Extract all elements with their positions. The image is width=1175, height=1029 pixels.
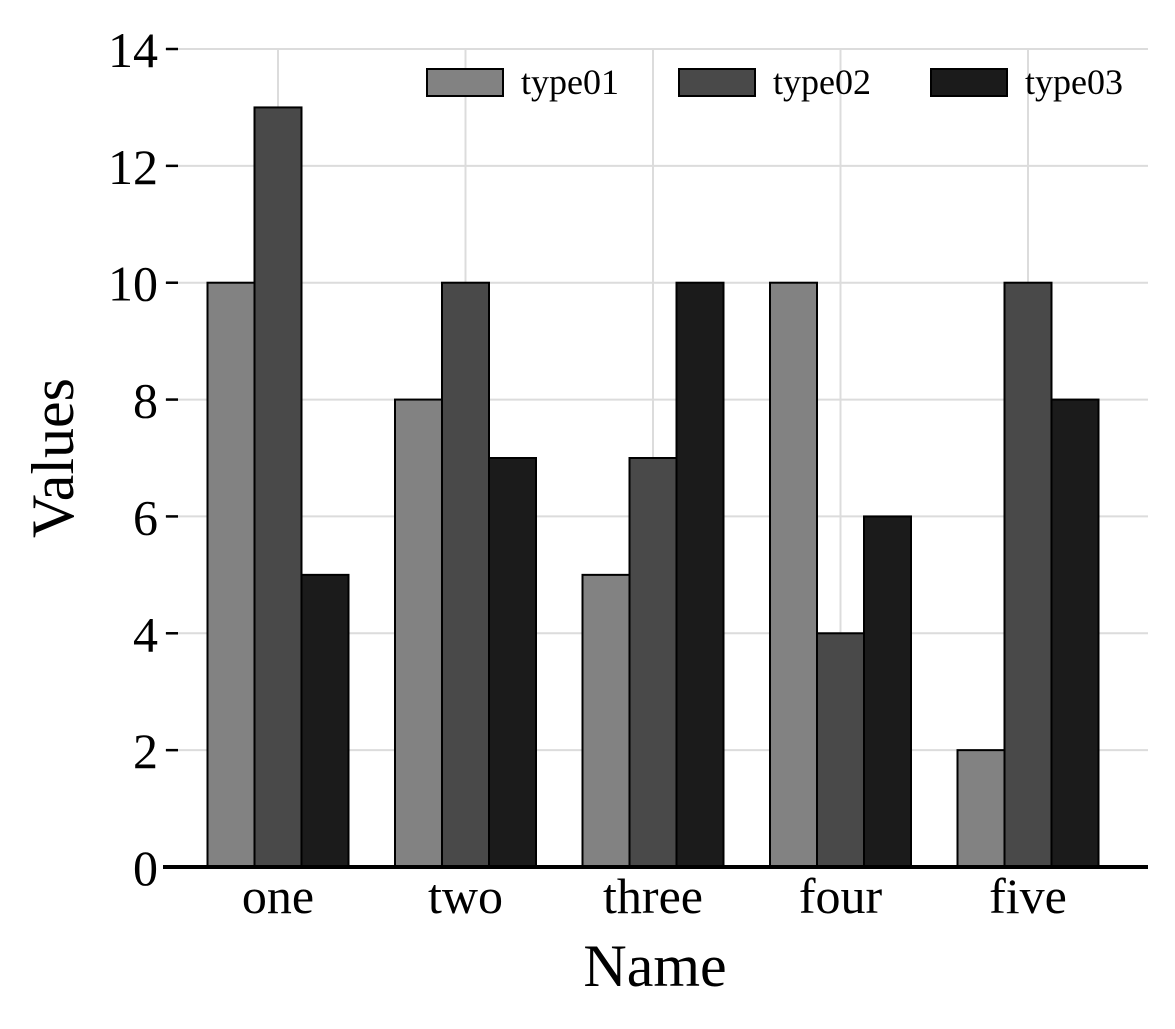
y-tick-label: 12	[108, 139, 158, 195]
legend-label-type03: type03	[1025, 62, 1123, 102]
bar-type02-three	[628, 457, 678, 868]
bar-type03-two	[488, 457, 537, 868]
bars	[206, 106, 1100, 869]
x-tick-label-three: three	[603, 868, 703, 924]
bar-type02-four	[816, 632, 865, 868]
bar-type03-three	[675, 281, 725, 868]
y-tick-label: 2	[133, 723, 158, 779]
y-tick-label: 8	[133, 373, 158, 429]
bar-type01-four	[769, 281, 818, 868]
x-axis-title: Name	[583, 933, 726, 999]
bar-type03-one	[300, 573, 350, 868]
x-tick-label-one: one	[242, 868, 314, 924]
legend-label-type01: type01	[521, 62, 619, 102]
bar-type01-one	[206, 281, 256, 868]
bar-type02-one	[253, 106, 303, 868]
legend-swatch-type01	[426, 68, 504, 97]
y-tick-label: 0	[133, 840, 158, 896]
y-tick-label: 6	[133, 489, 158, 545]
y-tick-label: 14	[108, 22, 158, 78]
y-tick-label: 4	[133, 606, 158, 662]
bar-type02-two	[441, 281, 490, 868]
legend-swatch-type03	[930, 68, 1008, 97]
bar-type01-five	[956, 749, 1006, 869]
axes: 0 2 4 6 8 10 12 14 one two three four five	[108, 22, 1148, 924]
x-tick-label-two: two	[428, 868, 503, 924]
y-tick-label: 10	[108, 256, 158, 312]
x-tick-label-five: five	[989, 868, 1067, 924]
legend-swatch-type02	[678, 68, 756, 97]
legend: type01 type02 type03	[426, 62, 1123, 102]
bar-type02-five	[1003, 281, 1053, 868]
legend-label-type02: type02	[773, 62, 871, 102]
bar-type01-two	[394, 398, 443, 868]
x-tick-label-four: four	[799, 868, 883, 924]
bar-type03-five	[1050, 398, 1100, 868]
bar-type01-three	[581, 573, 631, 868]
y-axis-title: Values	[20, 378, 86, 538]
bar-type03-four	[863, 515, 912, 869]
